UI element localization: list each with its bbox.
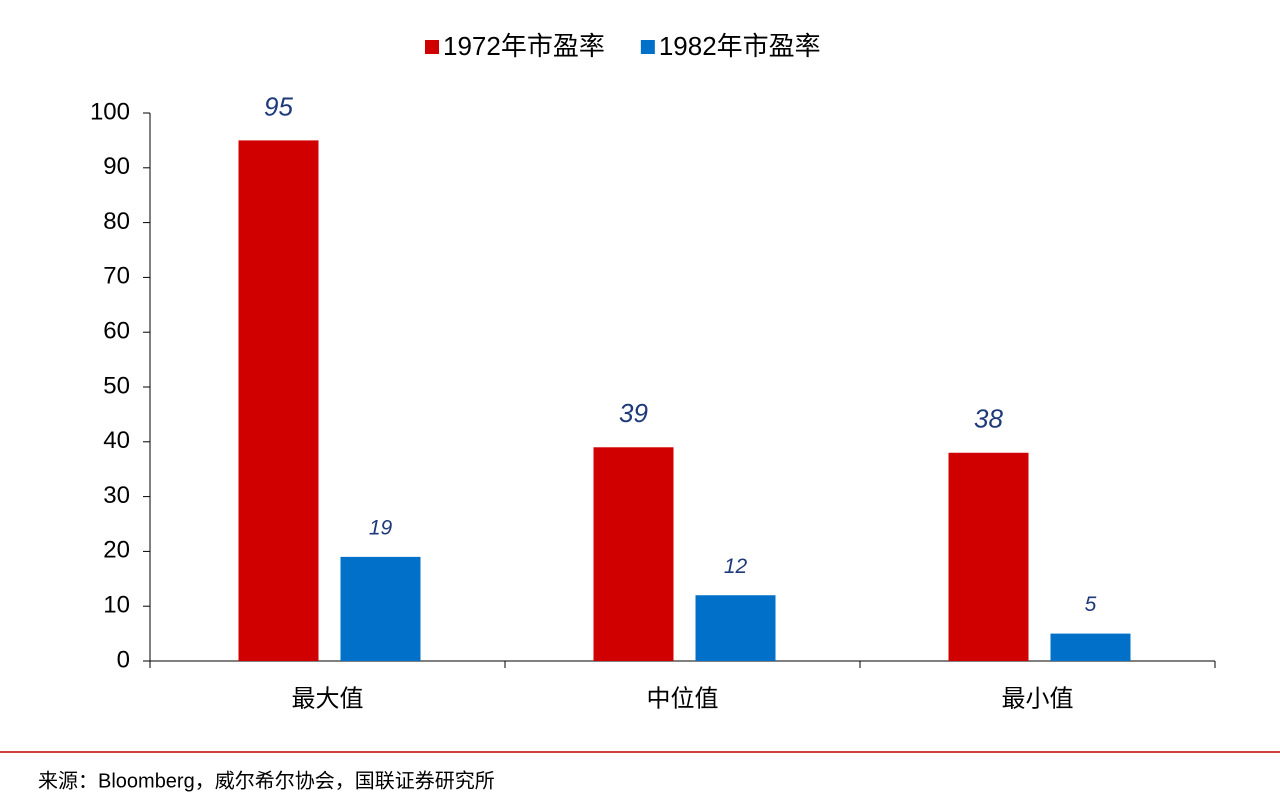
x-tick-label: 中位值	[647, 685, 719, 712]
y-tick-label: 80	[103, 208, 130, 235]
data-label: 39	[619, 398, 648, 428]
legend-label: 1972年市盈率	[443, 31, 605, 61]
bar	[1050, 633, 1131, 661]
legend-swatch	[425, 40, 439, 54]
y-tick-label: 70	[103, 263, 130, 290]
data-label: 5	[1085, 593, 1097, 616]
source-note: 来源：Bloomberg，威尔希尔协会，国联证券研究所	[38, 769, 495, 792]
data-label: 95	[264, 91, 293, 121]
x-tick-label: 最小值	[1002, 685, 1074, 712]
bar	[695, 595, 776, 661]
data-label: 38	[974, 404, 1003, 434]
y-tick-label: 60	[103, 318, 130, 345]
bar	[340, 556, 421, 661]
bar	[948, 452, 1029, 661]
bar	[238, 140, 319, 661]
y-tick-label: 20	[103, 537, 130, 564]
y-tick-label: 90	[103, 153, 130, 180]
bar	[593, 447, 674, 661]
y-tick-label: 30	[103, 482, 130, 509]
data-label: 12	[724, 555, 748, 578]
y-tick-label: 100	[90, 98, 130, 125]
legend-swatch	[640, 40, 655, 54]
legend-label: 1982年市盈率	[659, 31, 821, 61]
data-label: 19	[369, 516, 393, 539]
y-tick-label: 40	[103, 427, 130, 454]
y-tick-label: 10	[103, 592, 130, 619]
y-tick-label: 50	[103, 372, 130, 399]
y-tick-label: 0	[117, 646, 130, 673]
x-tick-label: 最大值	[292, 685, 364, 712]
